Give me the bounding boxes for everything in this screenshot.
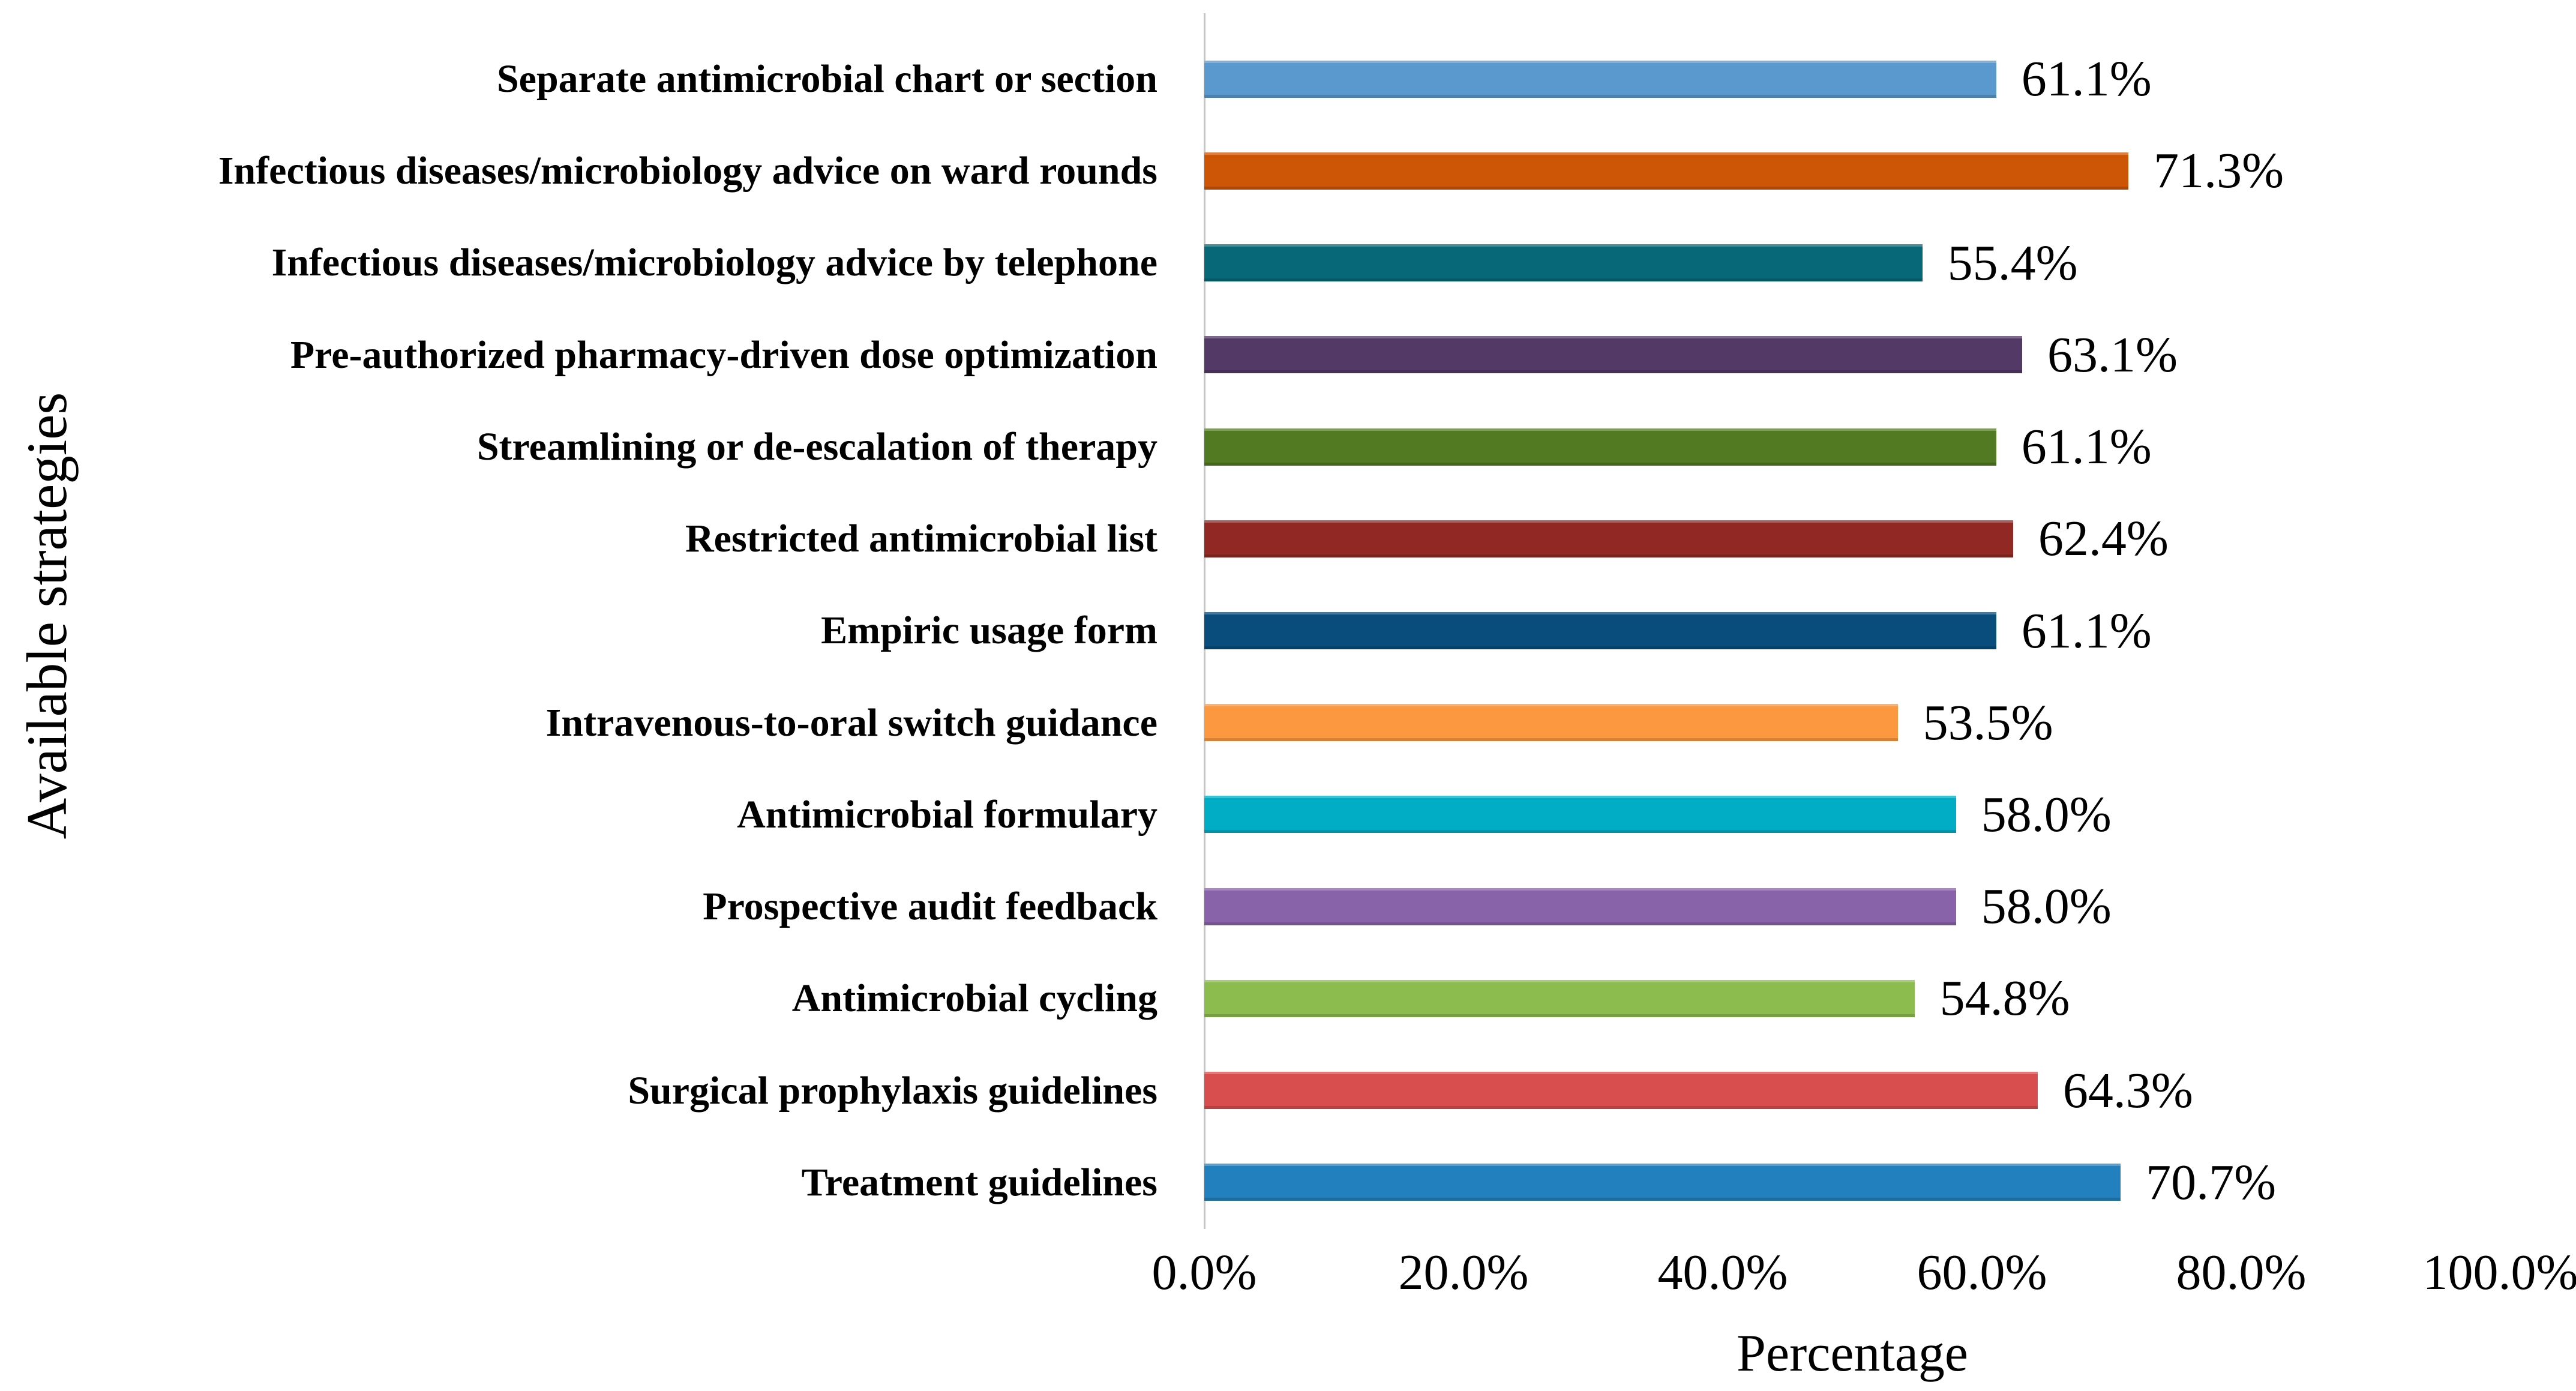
bar xyxy=(1204,244,1923,282)
x-tick-label: 60.0% xyxy=(1917,1245,2047,1300)
value-label: 62.4% xyxy=(2038,511,2169,567)
bar-row: Streamlining or de-escalation of therapy… xyxy=(0,401,2576,493)
category-label: Surgical prophylaxis guidelines xyxy=(628,1068,1157,1113)
bar xyxy=(1204,520,2013,557)
bar-track: 64.3% xyxy=(1204,1045,2576,1137)
value-label: 54.8% xyxy=(1939,970,2070,1027)
category-label: Pre-authorized pharmacy-driven dose opti… xyxy=(290,332,1157,377)
value-label: 55.4% xyxy=(1947,235,2078,291)
value-label: 63.1% xyxy=(2047,326,2178,383)
bar xyxy=(1204,336,2022,374)
bar-track: 58.0% xyxy=(1204,769,2576,861)
bar-track: 54.8% xyxy=(1204,952,2576,1044)
bar-row: Intravenous-to-oral switch guidance 53.5% xyxy=(0,677,2576,769)
bar xyxy=(1204,796,1956,834)
bar-row: Separate antimicrobial chart or section 6… xyxy=(0,33,2576,125)
bar-row: Infectious diseases/microbiology advice … xyxy=(0,217,2576,308)
value-label: 53.5% xyxy=(1923,694,2053,751)
value-label: 58.0% xyxy=(1981,879,2112,935)
value-label: 64.3% xyxy=(2062,1062,2193,1119)
bar xyxy=(1204,704,1898,742)
plot-area: Separate antimicrobial chart or section 6… xyxy=(0,33,2576,1228)
value-label: 70.7% xyxy=(2146,1154,2277,1210)
category-label: Empiric usage form xyxy=(821,608,1157,653)
bar-row: Restricted antimicrobial list 62.4% xyxy=(0,493,2576,584)
bar-row: Infectious diseases/microbiology advice … xyxy=(0,125,2576,217)
bar xyxy=(1204,428,1996,466)
bar-row: Empiric usage form 61.1% xyxy=(0,584,2576,676)
bar-row: Prospective audit feedback 58.0% xyxy=(0,861,2576,952)
x-axis-ticks: 0.0% 20.0% 40.0% 60.0% 80.0% 100.0% xyxy=(1152,1243,2576,1309)
bar xyxy=(1204,60,1996,98)
bar xyxy=(1204,979,1915,1017)
x-tick-label: 80.0% xyxy=(2176,1245,2307,1300)
bar-track: 61.1% xyxy=(1204,401,2576,493)
category-label: Infectious diseases/microbiology advice … xyxy=(271,241,1157,285)
bar-track: 62.4% xyxy=(1204,493,2576,584)
bar-track: 53.5% xyxy=(1204,677,2576,769)
bar-row: Treatment guidelines 70.7% xyxy=(0,1137,2576,1228)
bar-track: 61.1% xyxy=(1204,584,2576,676)
value-label: 71.3% xyxy=(2154,143,2284,199)
category-label: Antimicrobial cycling xyxy=(791,976,1157,1021)
value-label: 58.0% xyxy=(1981,786,2112,843)
category-label: Antimicrobial formulary xyxy=(737,792,1157,837)
bar xyxy=(1204,888,1956,925)
bar-track: 58.0% xyxy=(1204,861,2576,952)
x-tick-label: 20.0% xyxy=(1398,1245,1529,1300)
value-label: 61.1% xyxy=(2021,51,2152,107)
category-label: Restricted antimicrobial list xyxy=(685,517,1157,561)
value-label: 61.1% xyxy=(2021,602,2152,659)
bar-row: Antimicrobial formulary 58.0% xyxy=(0,769,2576,861)
bar-row: Antimicrobial cycling 54.8% xyxy=(0,952,2576,1044)
category-label: Separate antimicrobial chart or section xyxy=(496,56,1157,101)
bar xyxy=(1204,1164,2121,1201)
bar-track: 71.3% xyxy=(1204,125,2576,217)
category-label: Treatment guidelines xyxy=(801,1160,1157,1204)
bar-track: 61.1% xyxy=(1204,33,2576,125)
bar xyxy=(1204,1072,2038,1110)
category-label: Infectious diseases/microbiology advice … xyxy=(218,149,1157,193)
category-label: Streamlining or de-escalation of therapy xyxy=(476,424,1157,469)
category-label: Prospective audit feedback xyxy=(703,885,1157,929)
x-axis-title: Percentage xyxy=(1737,1324,1968,1383)
x-tick-label: 100.0% xyxy=(2422,1245,2576,1300)
bar-track: 70.7% xyxy=(1204,1137,2576,1228)
bar xyxy=(1204,152,2129,190)
category-label: Intravenous-to-oral switch guidance xyxy=(545,700,1157,745)
x-tick-label: 0.0% xyxy=(1151,1245,1257,1300)
bar-track: 63.1% xyxy=(1204,309,2576,401)
bar-row: Surgical prophylaxis guidelines 64.3% xyxy=(0,1045,2576,1137)
bar-row: Pre-authorized pharmacy-driven dose opti… xyxy=(0,309,2576,401)
bar-track: 55.4% xyxy=(1204,217,2576,308)
value-label: 61.1% xyxy=(2021,419,2152,475)
x-tick-label: 40.0% xyxy=(1657,1245,1788,1300)
bar xyxy=(1204,612,1996,650)
